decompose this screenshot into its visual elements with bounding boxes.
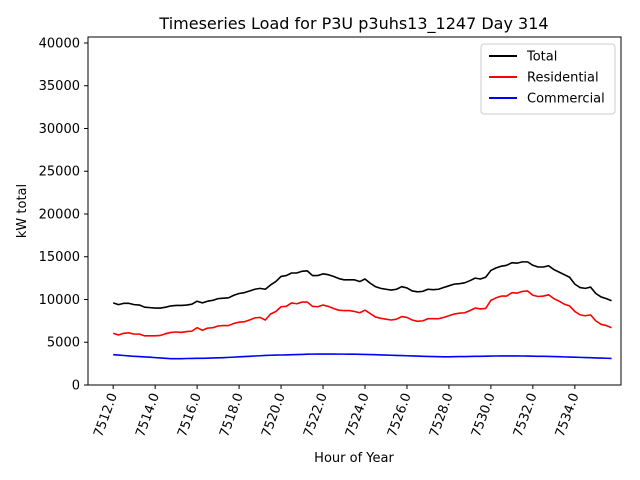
y-tick-label: 25000 [39, 165, 80, 180]
y-tick-label: 0 [72, 379, 80, 394]
series-line-commercial [113, 353, 612, 360]
series-line-total [112, 261, 612, 309]
y-axis: 0 5000 10000 15000 20000 25000 30000 35000 40000 [39, 36, 88, 394]
chart-title: Timeseries Load for P3U p3uhs13_1247 Day… [158, 14, 548, 34]
legend-label-total: Total [526, 50, 557, 65]
legend: Total Residential Commercial [480, 43, 616, 115]
series-line-residential [112, 290, 612, 337]
y-tick-label: 15000 [39, 250, 80, 265]
plot-area [87, 36, 622, 386]
series-layer [112, 261, 612, 360]
y-tick-label: 40000 [39, 36, 80, 51]
y-tick-label: 5000 [47, 336, 80, 351]
y-tick-label: 10000 [39, 293, 80, 308]
y-axis-title: kW total [15, 184, 30, 238]
y-tick-label: 20000 [39, 207, 80, 222]
legend-box [480, 43, 616, 115]
y-tick-label: 35000 [39, 79, 80, 94]
x-axis-title: Hour of Year [314, 451, 394, 466]
plot-frame [87, 36, 622, 386]
y-tick-label: 30000 [39, 122, 80, 137]
legend-label-residential: Residential [527, 71, 599, 86]
legend-label-commercial: Commercial [527, 92, 605, 107]
